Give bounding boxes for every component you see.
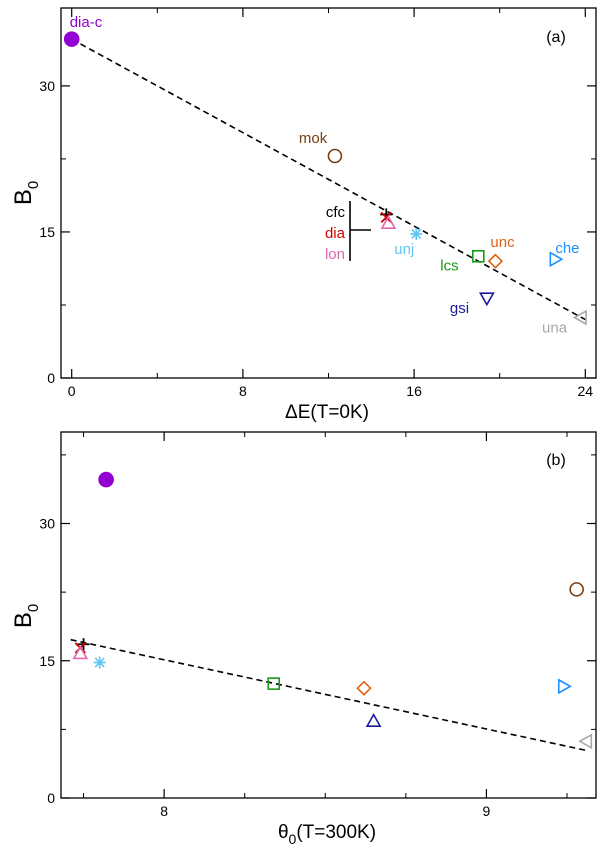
y-tick-label: 15	[39, 653, 55, 669]
point-label-unc: unc	[490, 234, 515, 251]
y-tick-label: 15	[39, 224, 55, 240]
x-tick-label: 0	[68, 383, 76, 399]
point-dia-c	[98, 471, 114, 488]
plot-frame	[60, 431, 597, 799]
y-tick-label: 0	[47, 790, 55, 806]
point-label-che: che	[555, 240, 579, 257]
point-unj	[93, 656, 106, 669]
point-dia	[380, 211, 392, 223]
point-unc	[487, 253, 504, 269]
point-label-unj: unj	[394, 241, 414, 258]
x-tick-label: 16	[406, 383, 422, 399]
x-axis-title: ΔE(T=0K)	[285, 402, 369, 423]
y-axis-title: B0	[10, 181, 42, 205]
x-tick-label: 8	[239, 383, 247, 399]
point-lon	[380, 215, 397, 229]
panel-label: (b)	[546, 452, 566, 469]
panel-b-scatter-chart: 8 9 0 15 30 (b) θ0(T=300K) B0	[10, 431, 597, 844]
y-axis-title: B0	[10, 604, 42, 628]
x-tick-label: 9	[483, 803, 491, 819]
point-una	[572, 309, 587, 326]
point-label-lon: lon	[325, 246, 345, 263]
point-label-dia-c: dia-c	[70, 14, 103, 31]
point-cfc	[380, 208, 393, 221]
y-tick-label: 30	[39, 78, 55, 94]
fit-line	[71, 38, 586, 321]
point-mok	[327, 148, 343, 164]
point-che	[549, 251, 564, 268]
label-bracket	[349, 201, 371, 261]
point-label-dia: dia	[325, 225, 346, 242]
point-label-una: una	[542, 320, 568, 337]
point-lcs	[471, 249, 485, 263]
fit-line	[70, 638, 587, 752]
panel-label: (a)	[546, 29, 566, 46]
point-label-cfc: cfc	[326, 204, 346, 221]
point-gsi	[478, 292, 495, 307]
point-dia-c	[63, 31, 80, 47]
x-tick-label: 24	[578, 383, 594, 399]
point-che	[557, 678, 572, 695]
plot-frame	[60, 7, 597, 379]
y-tick-label: 0	[47, 370, 55, 386]
panel-a-scatter-chart: 0 8 16 24 0 15 30 (a) ΔE(T=0K) B0 dia-c mok cfc dia lo…	[10, 7, 597, 423]
point-una	[578, 733, 593, 750]
point-label-mok: mok	[299, 130, 328, 147]
point-gsi	[365, 713, 382, 727]
x-axis-title: θ0(T=300K)	[278, 822, 376, 844]
point-lcs	[267, 677, 281, 690]
point-label-lcs: lcs	[440, 257, 458, 274]
point-mok	[569, 582, 584, 597]
point-unc	[356, 680, 372, 696]
point-label-gsi: gsi	[450, 300, 469, 317]
point-lon	[72, 645, 89, 660]
x-tick-label: 8	[160, 803, 168, 819]
point-unj	[410, 227, 423, 240]
y-tick-label: 30	[39, 516, 55, 532]
